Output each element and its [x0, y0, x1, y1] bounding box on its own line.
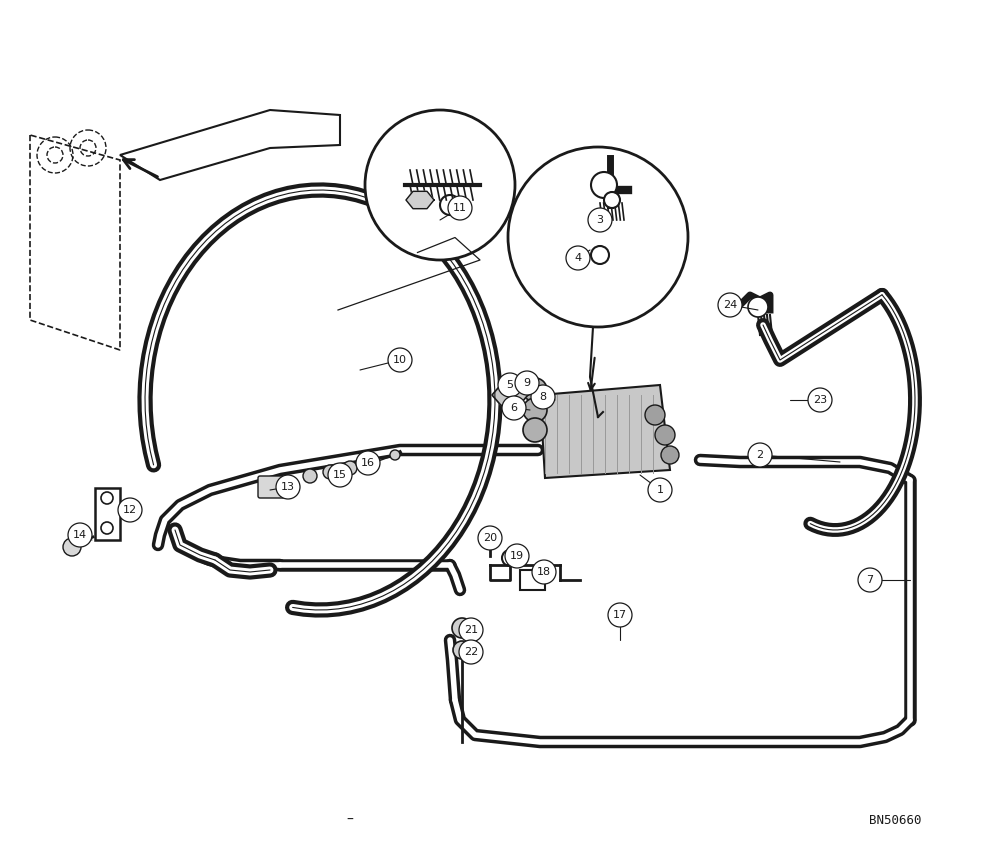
Circle shape [748, 297, 768, 317]
Circle shape [453, 641, 471, 659]
Text: 22: 22 [464, 647, 478, 657]
Text: 14: 14 [73, 530, 87, 540]
Circle shape [502, 396, 526, 420]
Circle shape [328, 463, 352, 487]
Polygon shape [540, 385, 670, 478]
Text: 18: 18 [537, 567, 551, 577]
Circle shape [648, 478, 672, 502]
Circle shape [508, 147, 688, 327]
Circle shape [523, 418, 547, 442]
Text: 16: 16 [361, 458, 375, 468]
Circle shape [303, 469, 317, 483]
Text: 21: 21 [464, 625, 478, 635]
Circle shape [645, 405, 665, 425]
Circle shape [718, 293, 742, 317]
Text: 11: 11 [453, 203, 467, 213]
Text: 6: 6 [511, 403, 518, 413]
Text: 9: 9 [523, 378, 531, 388]
Circle shape [523, 378, 547, 402]
Circle shape [323, 465, 337, 479]
Circle shape [478, 526, 502, 550]
Circle shape [356, 451, 380, 475]
Circle shape [365, 110, 515, 260]
Circle shape [448, 196, 472, 220]
Circle shape [505, 544, 529, 568]
Text: 24: 24 [723, 300, 737, 310]
Circle shape [276, 475, 300, 499]
Text: 13: 13 [281, 482, 295, 492]
Circle shape [858, 568, 882, 592]
Text: 3: 3 [596, 215, 604, 225]
Circle shape [748, 443, 772, 467]
Text: 12: 12 [123, 505, 137, 515]
Circle shape [452, 618, 472, 638]
Circle shape [661, 446, 679, 464]
Circle shape [532, 560, 556, 584]
Text: 5: 5 [507, 380, 514, 390]
Text: 15: 15 [333, 470, 347, 480]
Text: 1: 1 [656, 485, 664, 495]
Circle shape [388, 348, 412, 372]
Circle shape [604, 192, 620, 208]
Circle shape [588, 208, 612, 232]
Circle shape [343, 461, 357, 475]
Circle shape [531, 385, 555, 409]
Circle shape [459, 618, 483, 642]
Text: 4: 4 [574, 253, 582, 263]
Circle shape [515, 371, 539, 395]
Text: 2: 2 [756, 450, 764, 460]
Text: 10: 10 [393, 355, 407, 365]
Polygon shape [492, 385, 528, 405]
Text: 19: 19 [510, 551, 524, 561]
Text: 17: 17 [613, 610, 627, 620]
Circle shape [63, 538, 81, 556]
Circle shape [608, 603, 632, 627]
Circle shape [523, 398, 547, 422]
Text: 20: 20 [483, 533, 497, 543]
Circle shape [483, 527, 497, 541]
Text: 7: 7 [866, 575, 874, 585]
Circle shape [68, 523, 92, 547]
Circle shape [808, 388, 832, 412]
Text: 8: 8 [539, 392, 547, 402]
Text: –: – [347, 813, 353, 827]
Circle shape [566, 246, 590, 270]
Circle shape [118, 498, 142, 522]
Text: 23: 23 [813, 395, 827, 405]
Circle shape [459, 640, 483, 664]
Polygon shape [406, 191, 434, 208]
FancyBboxPatch shape [258, 476, 292, 498]
Circle shape [655, 425, 675, 445]
Circle shape [390, 450, 400, 460]
Circle shape [498, 373, 522, 397]
Circle shape [591, 172, 617, 198]
Text: BN50660: BN50660 [869, 813, 921, 826]
